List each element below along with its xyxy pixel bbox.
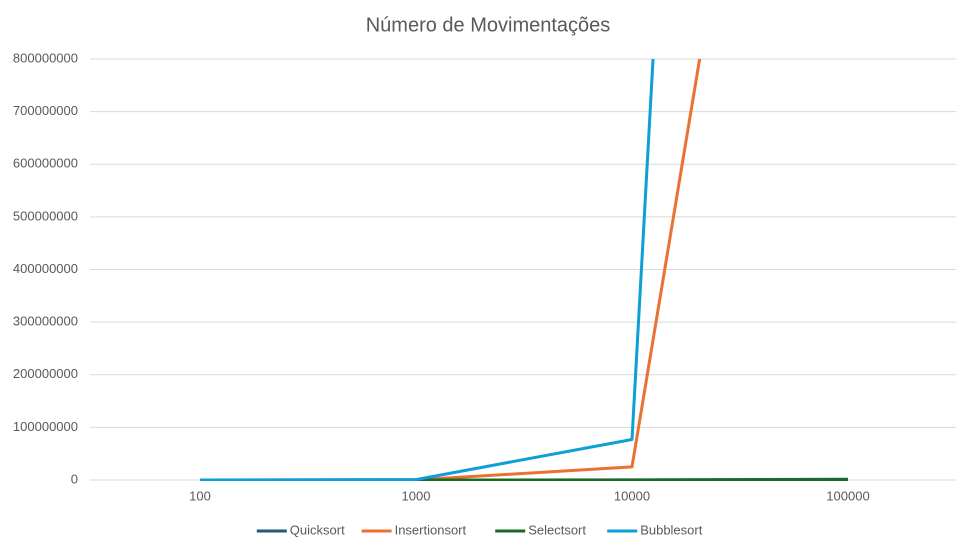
y-tick-label: 500000000: [13, 208, 78, 223]
series-line: [199, 59, 655, 481]
x-tick-label: 1000: [402, 488, 431, 503]
x-tick-label: 100000: [826, 488, 869, 503]
y-tick-label: 300000000: [13, 314, 78, 329]
y-tick-label: 0: [71, 471, 78, 486]
x-tick-label: 100: [189, 488, 211, 503]
chart-title: Número de Movimentações: [366, 14, 611, 36]
legend-label: Quicksort: [290, 522, 345, 537]
y-tick-label: 100000000: [13, 419, 78, 434]
plot-area: [199, 59, 849, 481]
y-tick-label: 600000000: [13, 156, 78, 171]
legend-label: Selectsort: [528, 522, 586, 537]
y-tick-label: 700000000: [13, 103, 78, 118]
y-tick-label: 800000000: [13, 50, 78, 65]
y-tick-label: 400000000: [13, 261, 78, 276]
x-tick-label: 10000: [614, 488, 650, 503]
series-line: [199, 59, 702, 481]
y-tick-label: 200000000: [13, 366, 78, 381]
legend: Quicksort Insertionsort Selectsort Bubbleso…: [256, 522, 703, 537]
legend-label: Insertionsort: [395, 522, 467, 537]
legend-label: Bubblesort: [640, 522, 703, 537]
grid: 0 100000000 200000000 300000000 400000000 500…: [13, 50, 956, 503]
